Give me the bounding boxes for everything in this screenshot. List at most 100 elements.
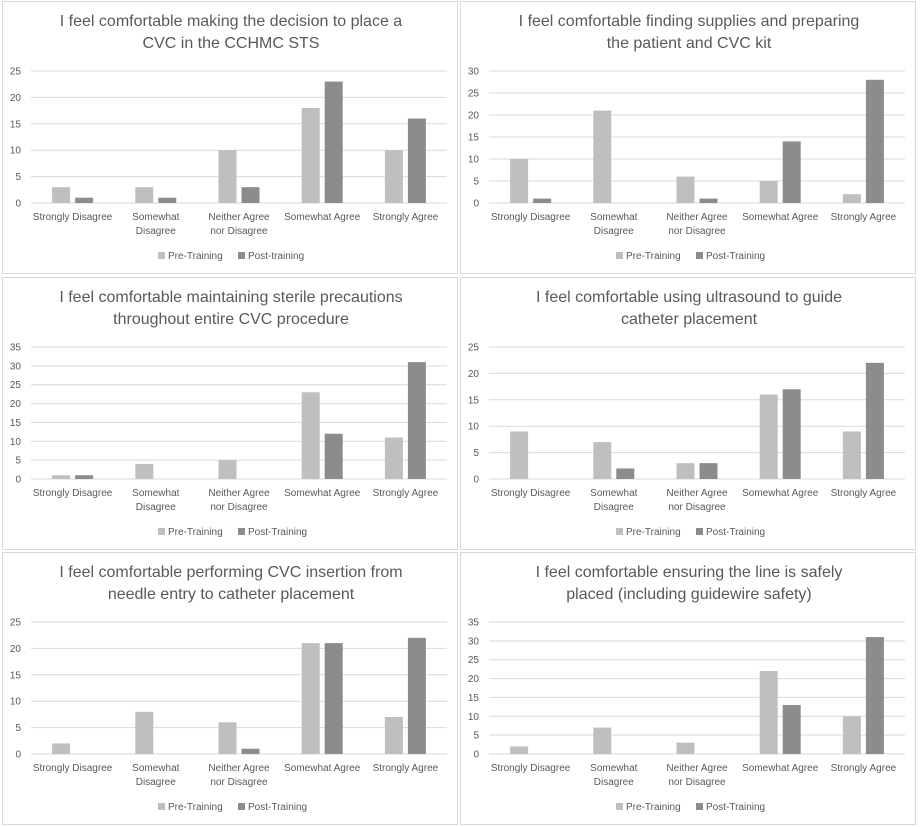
category-label: nor Disagree <box>210 502 268 513</box>
y-tick-label: 5 <box>15 456 21 467</box>
y-tick-label: 25 <box>468 89 480 100</box>
y-tick-label: 0 <box>473 199 479 210</box>
bar-pre-training <box>52 187 71 203</box>
y-tick-label: 5 <box>473 731 479 742</box>
category-label: nor Disagree <box>668 777 726 788</box>
bar-pre-training <box>842 431 861 479</box>
chart-svg-4: I feel comfortable using ultrasound to g… <box>468 289 905 538</box>
category-label: Disagree <box>594 226 634 237</box>
bar-post-training <box>407 118 426 203</box>
bar-post-training <box>699 463 718 479</box>
bar-post-training <box>241 187 260 203</box>
chart-panel-1: I feel comfortable making the decision t… <box>2 1 458 274</box>
chart-svg-5: I feel comfortable performing CVC insert… <box>10 564 447 813</box>
legend-swatch-post <box>696 528 703 535</box>
y-tick-label: 15 <box>468 133 480 144</box>
y-tick-label: 10 <box>468 712 480 723</box>
chart-svg-6: I feel comfortable ensuring the line is … <box>468 564 905 813</box>
chart-title-line: I feel comfortable ensuring the line is … <box>536 564 843 581</box>
y-tick-label: 15 <box>468 395 480 406</box>
chart-panel-3: I feel comfortable maintaining sterile p… <box>2 277 458 550</box>
category-label: Neither Agree <box>666 212 728 223</box>
bar-post-training <box>407 637 426 754</box>
bar-pre-training <box>676 463 695 479</box>
category-label: Somewhat <box>132 212 179 223</box>
y-tick-label: 10 <box>468 422 480 433</box>
category-label: Neither Agree <box>666 763 728 774</box>
bar-post-training <box>324 643 343 754</box>
category-label: Somewhat Agree <box>742 212 819 223</box>
y-tick-label: 0 <box>473 475 479 486</box>
category-label: Disagree <box>594 502 634 513</box>
y-tick-label: 25 <box>10 618 22 629</box>
legend-swatch-pre <box>616 252 623 259</box>
legend-swatch-post <box>696 803 703 810</box>
category-label: Somewhat <box>132 763 179 774</box>
y-tick-label: 5 <box>473 177 479 188</box>
category-label: Somewhat Agree <box>742 488 819 499</box>
bar-pre-training <box>510 746 529 754</box>
legend-swatch-pre <box>158 252 165 259</box>
bar-post-training <box>782 389 801 479</box>
category-label: nor Disagree <box>668 502 726 513</box>
legend-label-pre: Pre-Training <box>168 802 223 813</box>
category-label: Neither Agree <box>666 488 728 499</box>
bar-pre-training <box>135 463 154 479</box>
y-tick-label: 15 <box>10 670 22 681</box>
legend-swatch-pre <box>158 528 165 535</box>
y-tick-label: 25 <box>10 380 22 391</box>
y-tick-label: 5 <box>15 172 21 183</box>
legend-swatch-pre <box>616 528 623 535</box>
category-label: Somewhat <box>590 488 637 499</box>
category-label: Strongly Agree <box>373 488 439 499</box>
bar-pre-training <box>510 159 529 203</box>
y-tick-label: 0 <box>15 475 21 486</box>
category-label: Somewhat <box>590 212 637 223</box>
bar-pre-training <box>218 460 237 479</box>
category-label: Strongly Agree <box>373 212 439 223</box>
legend-swatch-pre <box>158 803 165 810</box>
chart-title-line: CVC in the CCHMC STS <box>143 35 320 52</box>
bar-post-training <box>241 748 260 754</box>
category-label: Neither Agree <box>208 488 270 499</box>
y-tick-label: 35 <box>468 618 480 629</box>
legend-swatch-pre <box>616 803 623 810</box>
chart-title-line: I feel comfortable using ultrasound to g… <box>536 289 842 306</box>
category-label: Somewhat Agree <box>742 763 819 774</box>
bar-pre-training <box>218 150 237 203</box>
y-tick-label: 20 <box>10 399 22 410</box>
category-label: nor Disagree <box>668 226 726 237</box>
legend-label-pre: Pre-Training <box>168 527 223 538</box>
category-label: Somewhat <box>590 763 637 774</box>
chart-title-line: catheter placement <box>621 311 758 328</box>
bar-post-training <box>533 198 552 203</box>
chart-title-line: throughout entire CVC procedure <box>113 311 349 328</box>
bar-pre-training <box>52 743 71 754</box>
y-tick-label: 15 <box>10 418 22 429</box>
bar-post-training <box>865 637 884 754</box>
category-label: Disagree <box>136 777 176 788</box>
chart-svg-3: I feel comfortable maintaining sterile p… <box>10 289 447 538</box>
bar-post-training <box>782 141 801 203</box>
chart-title-line: needle entry to catheter placement <box>108 586 355 603</box>
y-tick-label: 25 <box>468 655 480 666</box>
legend-label-pre: Pre-Training <box>626 802 681 813</box>
legend-swatch-post <box>238 803 245 810</box>
category-label: Somewhat Agree <box>284 763 361 774</box>
bar-post-training <box>407 362 426 479</box>
chart-panel-2: I feel comfortable finding supplies and … <box>460 1 916 274</box>
bar-post-training <box>865 362 884 479</box>
bar-pre-training <box>510 431 529 479</box>
y-tick-label: 30 <box>468 636 480 647</box>
category-label: Strongly Disagree <box>33 212 113 223</box>
chart-title-line: I feel comfortable performing CVC insert… <box>59 564 402 581</box>
category-label: Strongly Agree <box>831 488 897 499</box>
y-tick-label: 35 <box>10 343 22 354</box>
category-label: Strongly Disagree <box>33 763 113 774</box>
category-label: Neither Agree <box>208 763 270 774</box>
chart-title-line: I feel comfortable making the decision t… <box>60 13 403 30</box>
category-label: Somewhat Agree <box>284 488 361 499</box>
bar-pre-training <box>135 187 154 203</box>
legend-swatch-post <box>696 252 703 259</box>
y-tick-label: 30 <box>10 361 22 372</box>
